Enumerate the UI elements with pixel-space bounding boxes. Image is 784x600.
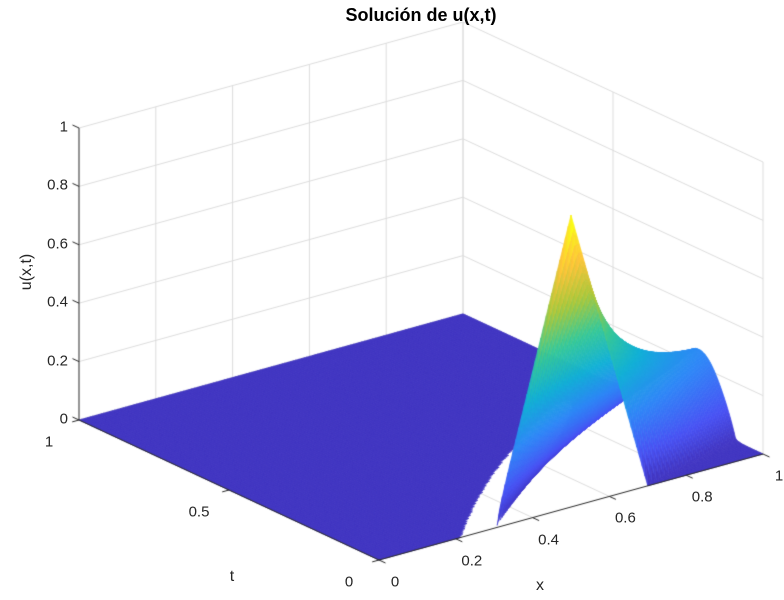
x-tick-label: 1 xyxy=(774,467,784,485)
z-tick-label: 0.8 xyxy=(47,176,68,194)
t-tick-label: 1 xyxy=(44,433,54,451)
z-tick-label: 0 xyxy=(59,410,68,428)
x-tick-label: 0.2 xyxy=(461,552,483,570)
x-axis-label: x xyxy=(536,577,544,594)
t-axis-label: t xyxy=(229,568,235,585)
t-tick-label: 0 xyxy=(344,573,354,591)
x-tick-label: 0.8 xyxy=(691,488,713,506)
z-tick-label: 0.6 xyxy=(47,235,68,253)
plot-title: Solución de u(x,t) xyxy=(345,5,497,25)
x-tick-label: 0.6 xyxy=(614,509,636,527)
t-tick-label: 0.5 xyxy=(188,503,210,521)
z-tick-label: 0.2 xyxy=(47,352,68,370)
x-tick-label: 0.4 xyxy=(538,531,560,549)
z-axis-label: u(x,t) xyxy=(18,253,35,291)
x-tick-label: 0 xyxy=(390,573,400,591)
z-tick-label: 1 xyxy=(59,118,68,136)
z-tick-label: 0.4 xyxy=(47,293,68,311)
